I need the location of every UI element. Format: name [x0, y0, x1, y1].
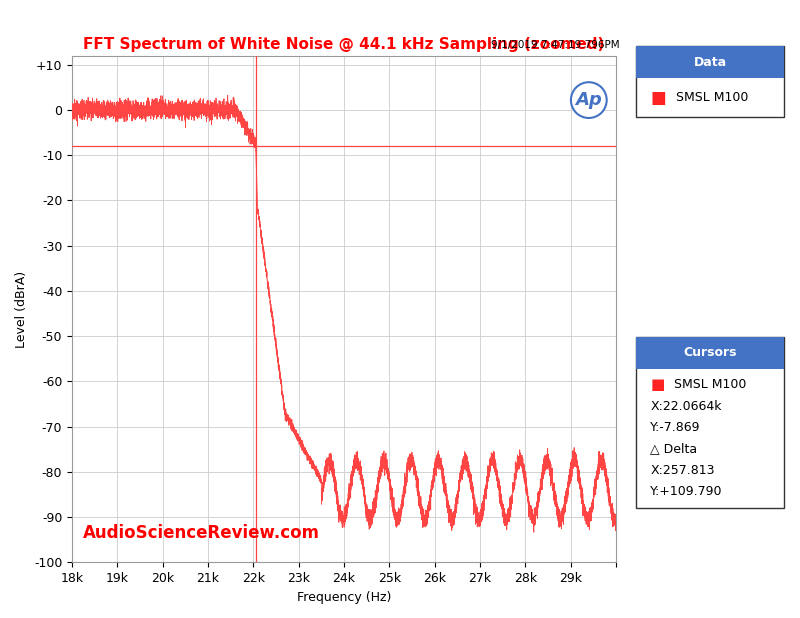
Y-axis label: Level (dBrA): Level (dBrA) — [15, 271, 28, 347]
Text: AudioScienceReview.com: AudioScienceReview.com — [83, 524, 320, 542]
Text: ■: ■ — [650, 378, 665, 392]
Text: Ap: Ap — [575, 91, 602, 109]
Text: Cursors: Cursors — [683, 346, 737, 360]
Text: X:22.0664k: X:22.0664k — [650, 400, 722, 413]
Text: X:257.813: X:257.813 — [650, 464, 715, 477]
Title: FFT Spectrum of White Noise @ 44.1 kHz Sampling (zoomed): FFT Spectrum of White Noise @ 44.1 kHz S… — [83, 36, 605, 52]
Text: Data: Data — [694, 56, 726, 69]
Text: Y:-7.869: Y:-7.869 — [650, 421, 701, 434]
Text: 9/1/2019 7:47:19.796PM: 9/1/2019 7:47:19.796PM — [491, 40, 620, 50]
X-axis label: Frequency (Hz): Frequency (Hz) — [297, 591, 391, 604]
Text: ■: ■ — [650, 88, 666, 107]
Text: △ Delta: △ Delta — [650, 442, 698, 455]
Text: Y:+109.790: Y:+109.790 — [650, 486, 723, 499]
Text: SMSL M100: SMSL M100 — [676, 91, 748, 104]
Text: SMSL M100: SMSL M100 — [674, 378, 746, 391]
